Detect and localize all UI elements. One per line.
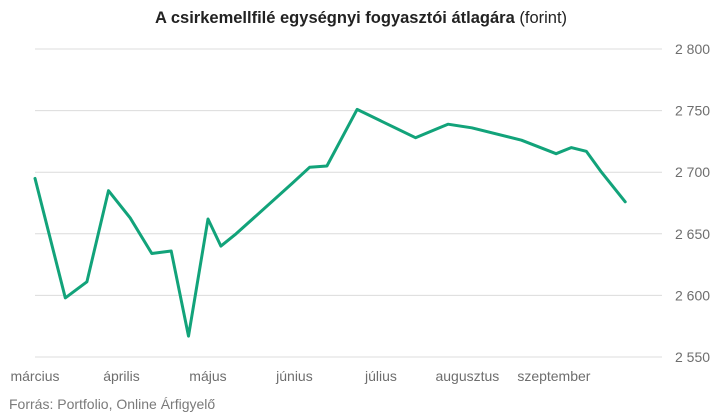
chart-title-main: A csirkemellfilé egységnyi fogyasztói át…: [154, 9, 515, 27]
x-tick-label: április: [103, 368, 140, 384]
y-tick-label: 2 650: [675, 226, 710, 242]
y-axis-ticks: 2 550 2 600 2 650 2 700 2 750 2 800: [675, 41, 710, 365]
y-tick-label: 2 700: [675, 164, 710, 180]
x-tick-label: szeptember: [517, 368, 590, 384]
y-tick-label: 2 750: [675, 103, 710, 119]
source-note: Forrás: Portfolio, Online Árfigyelő: [9, 396, 216, 412]
x-tick-label: július: [364, 368, 397, 384]
y-tick-label: 2 550: [675, 349, 710, 365]
x-tick-label: március: [10, 368, 59, 384]
y-tick-label: 2 600: [675, 287, 710, 303]
chart-title-unit: (forint): [519, 9, 568, 27]
y-tick-label: 2 800: [675, 41, 710, 57]
grid-lines: [35, 48, 662, 358]
x-tick-label: május: [189, 368, 226, 384]
x-tick-label: június: [275, 368, 313, 384]
series-line: [33, 107, 627, 338]
x-axis-ticks: március április május június július augusztus…: [10, 368, 590, 384]
x-tick-label: augusztus: [435, 368, 499, 384]
chart-title: A csirkemellfilé egységnyi fogyasztói át…: [0, 9, 722, 28]
series-group: [33, 107, 627, 338]
